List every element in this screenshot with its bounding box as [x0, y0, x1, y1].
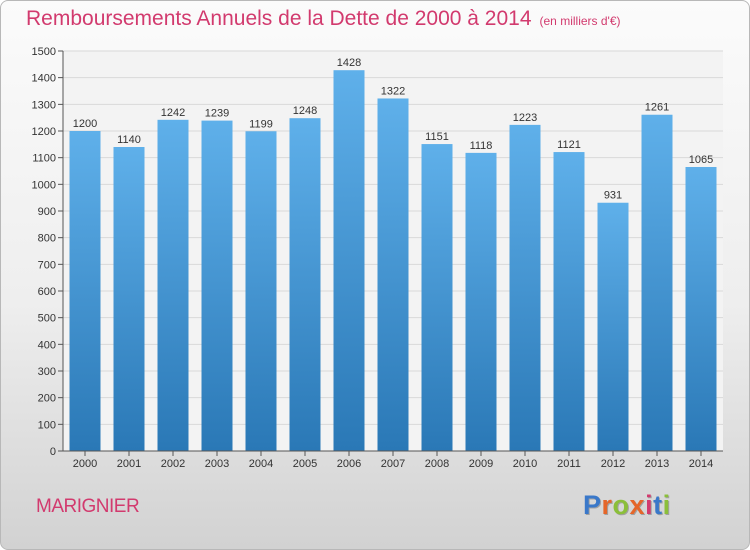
data-label: 1223	[513, 112, 537, 124]
x-tick-label: 2013	[645, 458, 669, 470]
y-tick-label: 600	[38, 286, 56, 298]
y-tick-label: 700	[38, 259, 56, 271]
data-label: 1261	[645, 102, 669, 114]
x-tick-label: 2000	[73, 458, 97, 470]
commune-name: MARIGNIER	[36, 496, 140, 517]
x-tick-label: 2012	[601, 458, 625, 470]
y-tick-label: 1000	[32, 179, 56, 191]
y-tick-label: 1300	[32, 99, 56, 111]
logo-letter: P	[583, 490, 602, 520]
x-tick-label: 2011	[557, 458, 581, 470]
data-label: 1239	[205, 108, 229, 120]
chart-subtitle: (en milliers d'€)	[539, 14, 621, 28]
x-tick-label: 2009	[469, 458, 493, 470]
y-tick-label: 200	[38, 393, 56, 405]
y-tick-label: 1500	[32, 46, 56, 58]
bar	[597, 202, 629, 451]
x-tick-label: 2008	[425, 458, 449, 470]
y-tick-label: 1400	[32, 73, 56, 85]
x-tick-label: 2004	[249, 458, 273, 470]
bar	[553, 152, 585, 452]
bar	[685, 167, 717, 451]
x-tick-label: 2005	[293, 458, 317, 470]
chart-title: Remboursements Annuels de la Dette de 20…	[26, 7, 621, 31]
y-tick-label: 300	[38, 366, 56, 378]
bar	[421, 144, 453, 452]
bar	[465, 152, 497, 451]
data-label: 1200	[73, 118, 97, 130]
x-tick-label: 2006	[337, 458, 361, 470]
bar	[377, 98, 409, 451]
logo-letter: x	[629, 490, 646, 520]
x-tick-label: 2007	[381, 458, 405, 470]
data-label: 1121	[557, 139, 581, 151]
data-label: 1248	[293, 105, 317, 117]
data-label: 1118	[470, 140, 493, 152]
y-tick-label: 500	[38, 313, 56, 325]
bar	[69, 131, 101, 451]
proxiti-logo: Proxiti	[583, 490, 671, 521]
bar	[641, 114, 673, 451]
data-label: 1242	[161, 107, 185, 119]
bar	[333, 70, 365, 451]
y-tick-label: 900	[38, 206, 56, 218]
logo-letter: t	[653, 490, 663, 520]
data-label: 1151	[425, 131, 449, 143]
data-label: 1322	[381, 85, 405, 97]
x-tick-label: 2014	[689, 458, 713, 470]
bar	[289, 118, 321, 451]
logo-letter: r	[601, 490, 613, 520]
y-tick-label: 800	[38, 233, 56, 245]
logo-letter: i	[645, 490, 654, 520]
x-tick-label: 2001	[117, 458, 141, 470]
data-label: 1065	[689, 154, 713, 166]
data-label: 1199	[249, 118, 273, 130]
x-tick-label: 2010	[513, 458, 537, 470]
y-tick-label: 1200	[32, 126, 56, 138]
y-tick-label: 1100	[32, 153, 56, 165]
data-label: 1140	[117, 134, 141, 146]
logo-letter: o	[612, 490, 630, 520]
x-tick-label: 2002	[161, 458, 185, 470]
y-tick-label: 0	[50, 446, 56, 458]
logo-letter: i	[662, 490, 671, 520]
bar	[157, 119, 189, 452]
data-label: 1428	[337, 57, 361, 69]
y-tick-label: 100	[38, 419, 56, 431]
bar	[245, 131, 277, 451]
x-tick-label: 2003	[205, 458, 229, 470]
bar	[509, 124, 541, 451]
bar	[113, 147, 145, 451]
y-tick-label: 400	[38, 339, 56, 351]
bar	[201, 120, 233, 451]
title-text: Remboursements Annuels de la Dette de 20…	[26, 7, 532, 30]
data-label: 931	[604, 190, 622, 202]
